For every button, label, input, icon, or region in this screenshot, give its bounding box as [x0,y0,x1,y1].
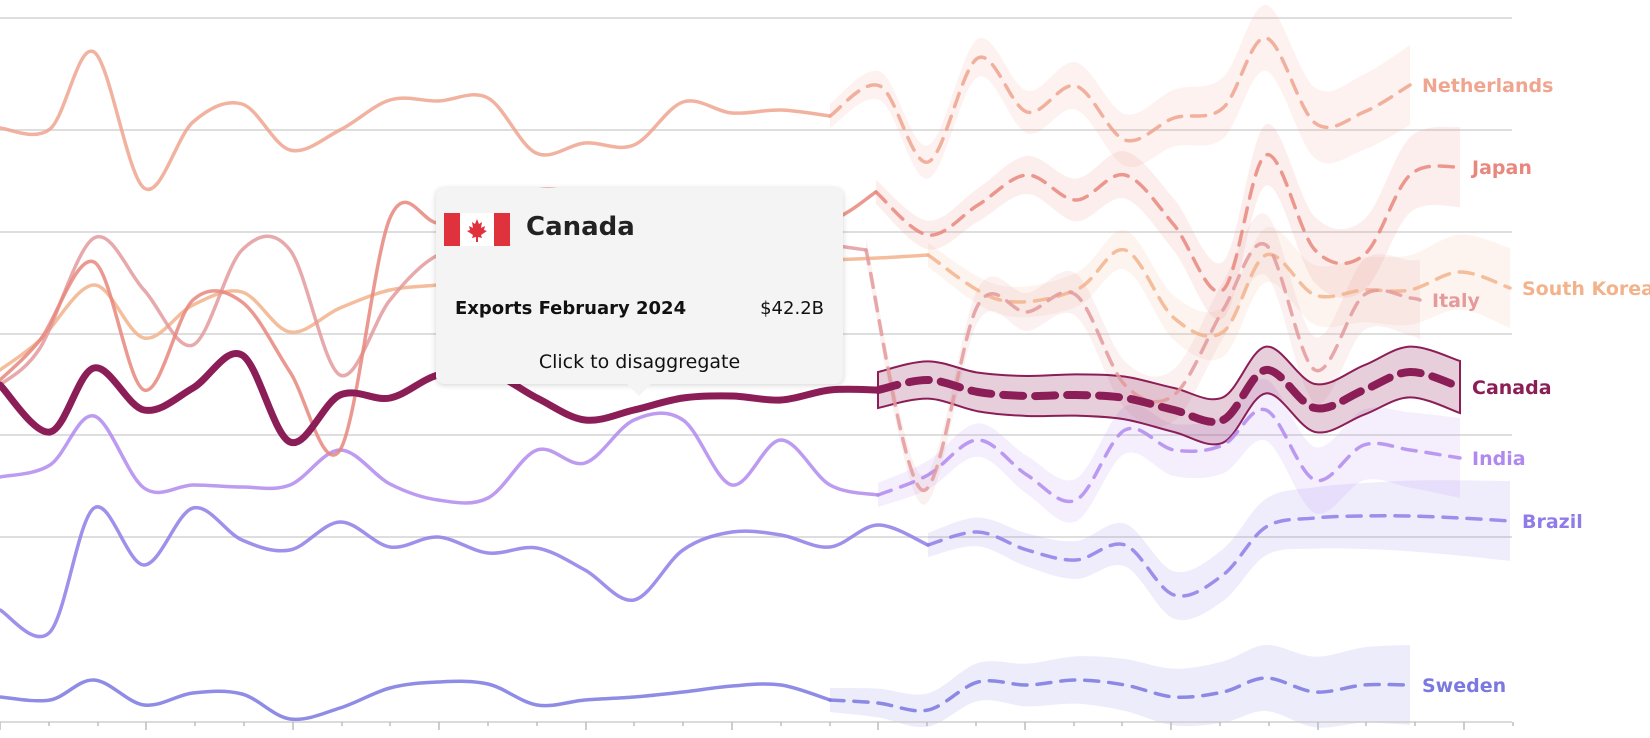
forecast-band-netherlands [830,4,1410,179]
tooltip-pointer [626,383,652,396]
x-axis [0,721,1514,730]
tooltip-metric-label: Exports February 2024 [455,298,687,319]
forecast-line-brazil [926,514,1512,598]
tooltip-title: Canada [526,212,635,242]
series-line-sweden [0,678,832,722]
series-label-brazil: Brazil [1522,511,1583,533]
forecast-band-south-korea [928,226,1510,361]
forecast-band-india [878,378,1460,523]
series-line-canada [0,350,882,446]
forecast-line-japan [874,153,1462,294]
tooltip-metric-value: $42.2B [760,298,824,319]
series-label-italy: Italy [1432,290,1480,312]
disaggregate-link[interactable]: Click to disaggregate [538,351,741,373]
series-line-brazil [0,505,930,639]
forecast-band-brazil [928,480,1510,621]
forecast-line-netherlands [828,36,1412,164]
series-label-sweden: Sweden [1422,675,1506,697]
forecast-band-japan [876,123,1460,320]
series-labels: Sweden Brazil India South Korea Italy Japan Ne… [1422,75,1650,697]
forecast-line-canada [874,366,1464,426]
series-label-japan: Japan [1470,157,1532,179]
series-label-canada: Canada [1472,377,1552,399]
series-line-netherlands [0,49,832,192]
forecast-line-italy [864,241,1422,492]
forecast-line-sweden [828,676,1412,713]
series-label-netherlands: Netherlands [1422,75,1553,97]
forecast-band-sweden [830,644,1410,728]
forecast-band-canada [877,345,1461,446]
forecast-line-india [876,407,1462,504]
series-line-india [0,411,880,505]
series-label-south-korea: South Korea [1522,278,1650,300]
tooltip[interactable]: Canada Exports February 2024 $42.2B Clic… [436,188,843,396]
forecast-band-italy [866,213,1420,505]
series-label-india: India [1472,448,1526,470]
forecast-bands [830,4,1510,728]
canada-flag-icon [444,213,510,246]
forecast-line-south-korea [926,248,1512,338]
